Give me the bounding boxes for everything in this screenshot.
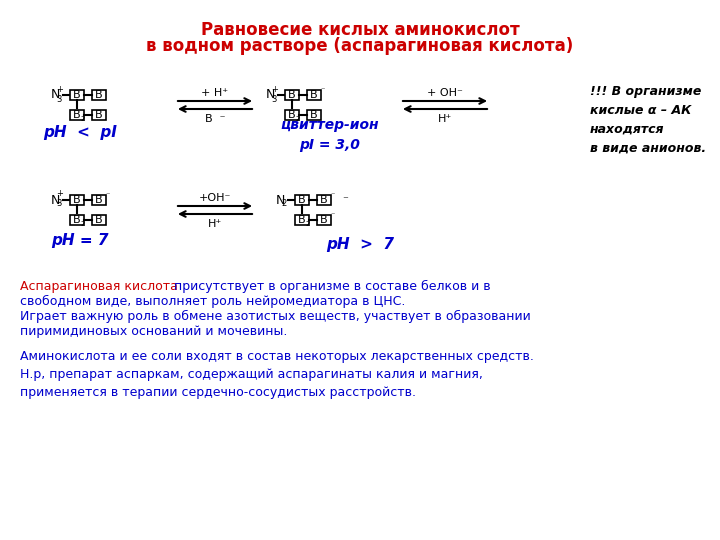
Bar — [92, 110, 106, 120]
Text: ⁻: ⁻ — [330, 211, 336, 219]
Text: +: + — [57, 190, 63, 199]
Text: 2: 2 — [81, 116, 85, 122]
Bar — [92, 195, 106, 205]
Text: +: + — [271, 84, 279, 93]
Text: B: B — [320, 215, 328, 225]
Text: H⁺: H⁺ — [208, 219, 222, 229]
Text: B: B — [288, 110, 296, 120]
Text: B: B — [320, 195, 328, 205]
Text: B: B — [298, 215, 306, 225]
Text: H⁺: H⁺ — [438, 114, 452, 124]
Bar — [307, 110, 321, 120]
Text: 2: 2 — [306, 221, 310, 227]
Bar — [285, 90, 299, 100]
Text: в водном растворе (аспарагиновая кислота): в водном растворе (аспарагиновая кислота… — [146, 37, 574, 55]
Text: ⁻: ⁻ — [342, 195, 348, 205]
Text: + OH⁻: + OH⁻ — [427, 88, 463, 98]
Bar — [295, 195, 309, 205]
Bar — [317, 215, 331, 225]
Text: B: B — [298, 195, 306, 205]
Text: pH = 7: pH = 7 — [51, 233, 109, 247]
Text: Играет важную роль в обмене азотистых веществ, участвует в образовании: Играет важную роль в обмене азотистых ве… — [20, 310, 531, 323]
Text: B: B — [73, 215, 81, 225]
Bar — [92, 90, 106, 100]
Text: B: B — [95, 110, 103, 120]
Text: 3: 3 — [56, 94, 62, 104]
Bar — [285, 110, 299, 120]
Text: 3: 3 — [271, 94, 276, 104]
Text: N: N — [275, 193, 284, 206]
Bar — [70, 215, 84, 225]
Text: + H⁺: + H⁺ — [202, 88, 228, 98]
Text: !!! В организме
кислые α – АК
находятся
в виде анионов.: !!! В организме кислые α – АК находятся … — [590, 85, 706, 155]
Text: пиримидиновых оснований и мочевины.: пиримидиновых оснований и мочевины. — [20, 325, 287, 338]
Bar — [92, 215, 106, 225]
Text: Аспарагиновая кислота: Аспарагиновая кислота — [20, 280, 178, 293]
Text: 2: 2 — [296, 116, 300, 122]
Text: 3: 3 — [56, 199, 62, 208]
Text: B: B — [95, 90, 103, 100]
Bar — [317, 195, 331, 205]
Text: pH  <  pI: pH < pI — [43, 125, 117, 139]
Bar — [70, 195, 84, 205]
Text: свободном виде, выполняет роль нейромедиатора в ЦНС.: свободном виде, выполняет роль нейромеди… — [20, 295, 405, 308]
Text: ⁻: ⁻ — [330, 191, 336, 199]
Text: B: B — [73, 195, 81, 205]
Text: B: B — [73, 110, 81, 120]
Text: присутствует в организме в составе белков и в: присутствует в организме в составе белко… — [170, 280, 490, 293]
Text: N: N — [50, 193, 60, 206]
Text: N: N — [50, 89, 60, 102]
Text: Аминокислота и ее соли входят в состав некоторых лекарственных средств.
Н.р, пре: Аминокислота и ее соли входят в состав н… — [20, 350, 534, 399]
Text: Равновесие кислых аминокислот: Равновесие кислых аминокислот — [201, 21, 519, 39]
Bar — [70, 90, 84, 100]
Text: ⁻: ⁻ — [321, 85, 325, 94]
Text: B: B — [310, 110, 318, 120]
Bar — [307, 90, 321, 100]
Text: B  ⁻: B ⁻ — [204, 114, 225, 124]
Text: +: + — [57, 84, 63, 93]
Text: 2: 2 — [282, 199, 287, 208]
Text: ⁻: ⁻ — [106, 191, 110, 199]
Text: B: B — [73, 90, 81, 100]
Text: 2: 2 — [81, 221, 85, 227]
Bar — [295, 215, 309, 225]
Text: B: B — [310, 90, 318, 100]
Text: цвиттер-ион
pI = 3,0: цвиттер-ион pI = 3,0 — [281, 118, 379, 152]
Text: pH  >  7: pH > 7 — [326, 238, 394, 253]
Text: B: B — [95, 195, 103, 205]
Text: +OH⁻: +OH⁻ — [199, 193, 231, 203]
Bar — [70, 110, 84, 120]
Text: N: N — [265, 89, 275, 102]
Text: B: B — [288, 90, 296, 100]
Text: B: B — [95, 215, 103, 225]
